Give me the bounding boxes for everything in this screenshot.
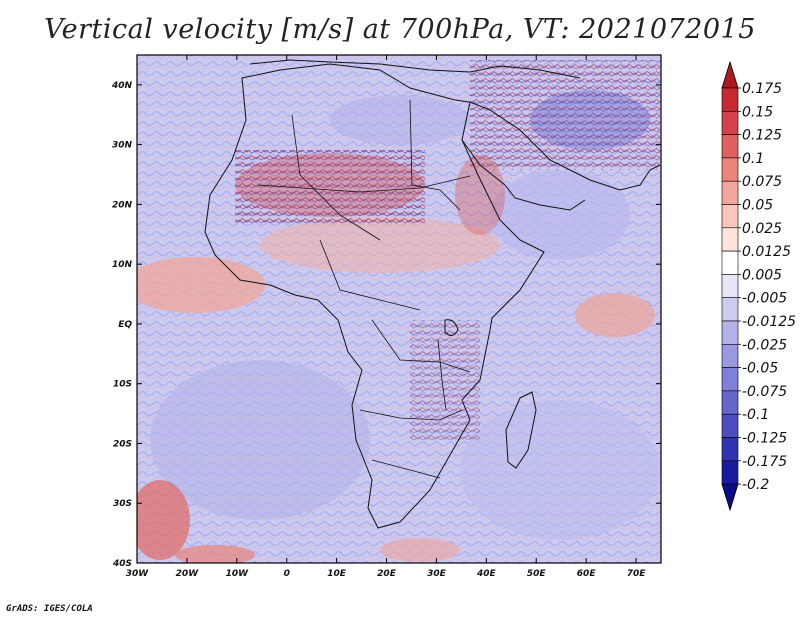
colorbar-arrow-bottom [721, 483, 739, 512]
lat-label: EQ [118, 320, 132, 330]
colorbar-label: 0.175 [742, 81, 782, 97]
colorbar-swatch [721, 367, 739, 392]
colorbar-label: -0.05 [742, 361, 778, 377]
lon-label: 20E [377, 569, 397, 579]
longitude-axis: 30W 20W 10W 0 10E 20E 30E 40E 50E 60E 70E [126, 55, 646, 579]
colorbar-swatch [721, 204, 739, 229]
colorbar-swatch [721, 87, 739, 112]
vertical-velocity-field [137, 55, 661, 563]
lat-label: 10S [113, 380, 132, 390]
colorbar-label: 0.05 [742, 198, 773, 214]
lon-label: 70E [627, 569, 647, 579]
lon-label: 30E [427, 569, 447, 579]
colorbar-label: -0.2 [742, 477, 769, 493]
colorbar-label: -0.175 [742, 454, 787, 470]
lon-label: 0 [284, 569, 290, 579]
colorbar-label: 0.1 [742, 151, 764, 167]
lat-label: 30N [112, 141, 133, 151]
colorbar-label: 0.025 [742, 221, 782, 237]
colorbar-label: -0.075 [742, 384, 787, 400]
colorbar-swatch [721, 250, 739, 275]
colorbar-arrow-top [721, 60, 739, 89]
colorbar-label: -0.0125 [742, 314, 796, 330]
colorbar-label: -0.125 [742, 431, 787, 447]
map-frame [136, 54, 662, 564]
lon-label: 60E [577, 569, 597, 579]
colorbar-swatch [721, 274, 739, 298]
colorbar-swatch [721, 320, 739, 345]
colorbar-swatch [721, 134, 739, 159]
colorbar-swatch [721, 390, 739, 415]
colorbar-label: -0.005 [742, 291, 787, 307]
colorbar-label: 0.15 [742, 104, 773, 120]
lat-label: 40N [111, 81, 133, 91]
lon-label: 10W [226, 569, 250, 579]
lon-label: 40E [476, 569, 497, 579]
colorbar-swatch [721, 157, 739, 182]
colorbar-swatch [721, 413, 739, 438]
colorbar-swatch [721, 111, 739, 135]
colorbar-swatch [721, 437, 739, 462]
colorbar-label: 0.0125 [742, 244, 791, 260]
colorbar-label: -0.025 [742, 337, 787, 353]
grads-credit: GrADS: IGES/COLA [6, 604, 93, 614]
lat-label: 10N [112, 260, 133, 270]
colorbar-label: 0.005 [742, 267, 782, 283]
lat-label: 20N [112, 200, 133, 210]
colorbar-label: 0.125 [742, 128, 782, 144]
lat-label: 30S [113, 499, 132, 509]
lon-label: 10E [327, 569, 347, 579]
lat-label: 20S [113, 439, 132, 449]
lon-label: 50E [527, 569, 547, 579]
colorbar-swatch [721, 297, 739, 322]
lon-label: 20W [176, 569, 200, 579]
colorbar: 0.175 0.15 0.125 0.1 0.075 0.05 0.025 0.0125 0.0… [721, 60, 796, 512]
map-title: Vertical velocity [m/s] at 700hPa, VT: 2… [44, 14, 756, 45]
lon-label: 30W [126, 569, 150, 579]
lat-label: 40S [112, 559, 132, 569]
colorbar-label: -0.1 [742, 407, 769, 423]
colorbar-swatch [721, 343, 739, 368]
colorbar-swatch [721, 227, 739, 252]
colorbar-swatch [721, 460, 739, 485]
colorbar-swatch [721, 180, 739, 205]
colorbar-label: 0.075 [742, 174, 782, 190]
latitude-axis: 40N 30N 20N 10N EQ 10S 20S 30S 40S [111, 81, 661, 569]
coastlines [204, 59, 661, 529]
